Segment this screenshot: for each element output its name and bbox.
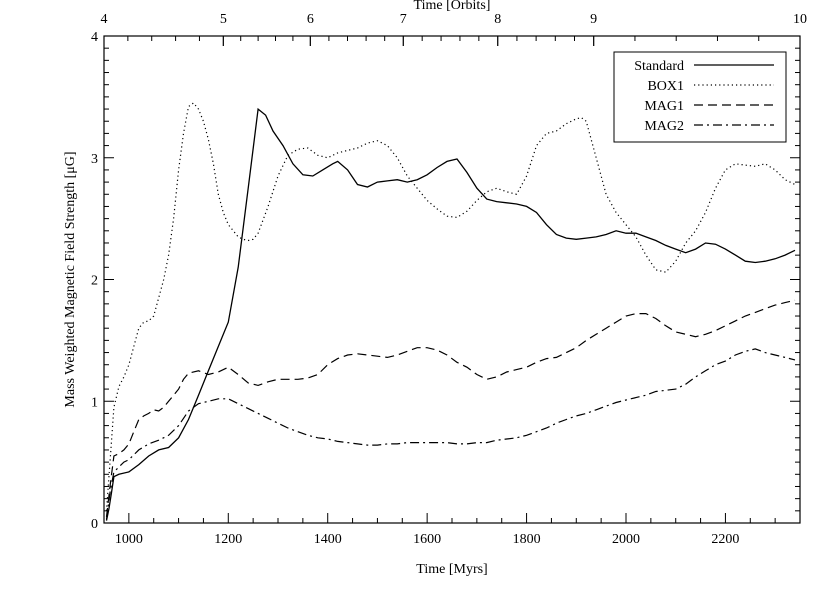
- x-tick-label: 1200: [214, 532, 242, 547]
- plot-frame: [103, 35, 801, 524]
- series-line-mag2: [105, 348, 796, 520]
- x-tick-label: 1600: [413, 532, 441, 547]
- y-axis-title: Mass Weighted Magnetic Field Strength [μ…: [63, 151, 78, 407]
- series-line-standard: [105, 107, 796, 521]
- legend-label-mag1: MAG1: [644, 99, 684, 114]
- series-line-mag1: [105, 299, 796, 517]
- tick-labels: 1000 1200 1400 1600 1800 2000 2200 4 5 6 7 8 9 10 0 1 2 3…: [91, 12, 807, 547]
- y-tick-label: 2: [91, 274, 98, 289]
- y-tick-label: 1: [91, 395, 98, 410]
- top-tick-label: 4: [101, 12, 108, 27]
- x-tick-label: 1400: [314, 532, 342, 547]
- y-tick-label: 3: [91, 152, 98, 167]
- x-tick-label: 1800: [513, 532, 541, 547]
- x-tick-label: 1000: [115, 532, 143, 547]
- legend-label-mag2: MAG2: [644, 119, 684, 134]
- legend-box: [613, 51, 787, 143]
- top-tick-label: 10: [793, 12, 807, 27]
- x-axis-title: Time [Myrs]: [416, 562, 487, 577]
- legend-label-standard: Standard: [634, 59, 684, 74]
- top-axis-title: Time [Orbits]: [414, 0, 491, 13]
- top-tick-label: 6: [307, 12, 314, 27]
- series-line-box1: [105, 102, 796, 511]
- top-tick-label: 9: [590, 12, 597, 27]
- x-tick-label: 2200: [711, 532, 739, 547]
- legend: Standard BOX1 MAG1 MAG2: [613, 51, 787, 143]
- y-tick-label: 0: [91, 517, 98, 532]
- series-layer: [105, 102, 796, 521]
- y-tick-label: 4: [91, 30, 98, 45]
- legend-label-box1: BOX1: [647, 79, 684, 94]
- x-tick-label: 2000: [612, 532, 640, 547]
- top-tick-label: 5: [220, 12, 227, 27]
- top-tick-label: 7: [400, 12, 407, 27]
- top-tick-label: 8: [494, 12, 501, 27]
